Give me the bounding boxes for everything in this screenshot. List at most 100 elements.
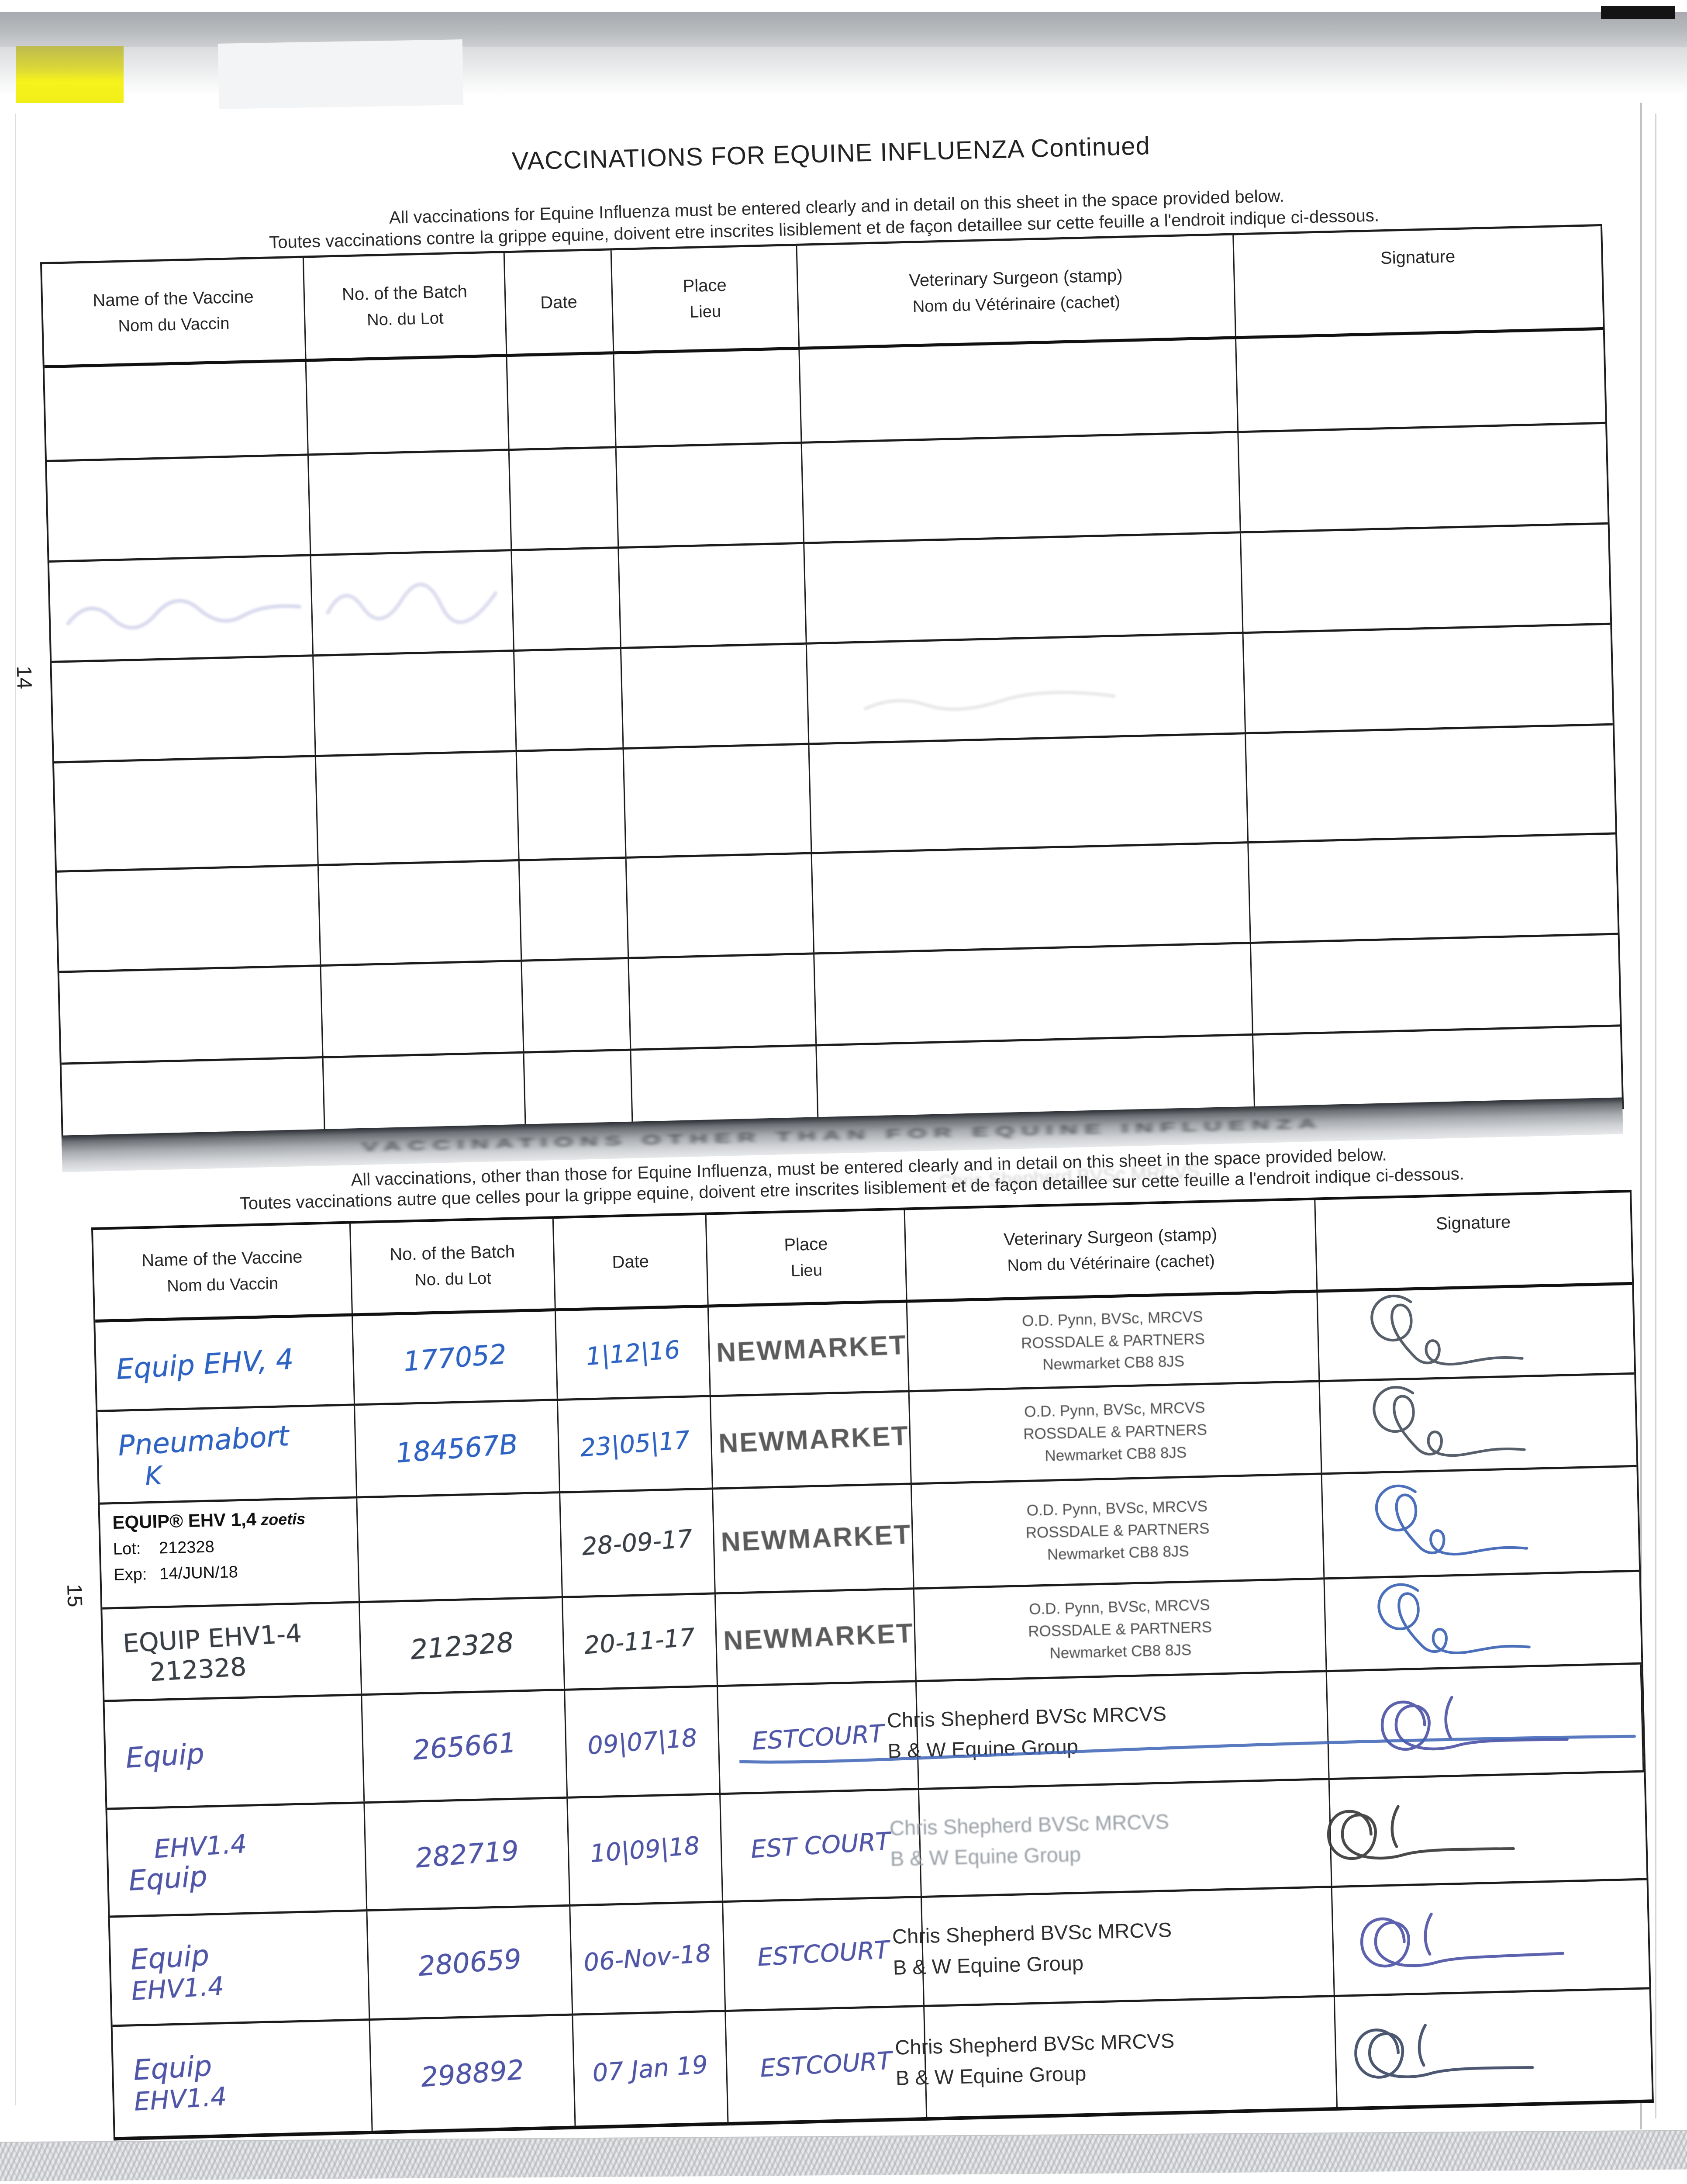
date-value: 09|07|18 bbox=[586, 1723, 698, 1760]
stamp-line: Newmarket CB8 8JS bbox=[1047, 1542, 1190, 1563]
empty-cell bbox=[323, 1053, 526, 1137]
col-header-date: Date bbox=[504, 250, 614, 354]
place-stamp: NEWMARKET bbox=[718, 1420, 910, 1459]
batch-cell: 177052 bbox=[353, 1311, 558, 1404]
empty-cell bbox=[321, 961, 524, 1056]
batch-number: 282719 bbox=[414, 1834, 520, 1874]
vet-stamp: O.D. Pynn, BVSc, MRCVS ROSSDALE & PARTNE… bbox=[912, 1475, 1323, 1587]
signature-scribble bbox=[1380, 1695, 1569, 1751]
vaccination-record-row: Equip EHV1.4 280659 06-Nov-18 ESTCOURT C… bbox=[110, 1880, 1649, 2027]
header-en: Place bbox=[683, 275, 727, 296]
header-en: Date bbox=[611, 1251, 649, 1272]
vaccine-name-cell: EHV1.4 Equip bbox=[107, 1804, 368, 1916]
empty-cell bbox=[314, 651, 517, 755]
empty-cell bbox=[802, 433, 1241, 542]
page-number-14: 14 bbox=[12, 665, 36, 690]
empty-row bbox=[52, 625, 1613, 764]
empty-cell bbox=[809, 734, 1249, 852]
header-fr: Lieu bbox=[790, 1261, 823, 1280]
batch-cell bbox=[357, 1493, 563, 1601]
empty-cell bbox=[524, 1051, 633, 1132]
empty-cell bbox=[44, 362, 309, 460]
place-cell: NEWMARKET bbox=[715, 1590, 917, 1685]
lot-value: 212328 bbox=[159, 1538, 215, 1558]
empty-cell bbox=[59, 967, 324, 1063]
vaccine-name-cell: EQUIP EHV1-4 212328 bbox=[102, 1603, 362, 1700]
empty-cell bbox=[308, 451, 512, 554]
empty-cell bbox=[624, 745, 812, 857]
signature-cell bbox=[1318, 1285, 1634, 1380]
empty-cell bbox=[52, 657, 316, 761]
stamp-line: Newmarket CB8 8JS bbox=[1044, 1444, 1187, 1465]
empty-row bbox=[49, 524, 1611, 663]
header-en: Place bbox=[783, 1234, 828, 1255]
empty-cell bbox=[1244, 625, 1613, 732]
batch-number: 177052 bbox=[402, 1337, 508, 1378]
lot-label: Lot: bbox=[113, 1539, 141, 1559]
sticker-brand: zoetis bbox=[260, 1510, 306, 1529]
vet-stamp: O.D. Pynn, BVSc, MRCVS ROSSDALE & PARTNE… bbox=[907, 1293, 1319, 1390]
col-header-signature: Signature bbox=[1315, 1192, 1632, 1290]
batch-cell: 265661 bbox=[362, 1690, 568, 1802]
empty-cell bbox=[519, 858, 629, 960]
paper-edge-line bbox=[1655, 114, 1656, 2118]
place-cell: NEWMARKET bbox=[713, 1485, 914, 1593]
vaccination-record-row: Pneumabort K 184567B 23|05|17 NEWMARKET … bbox=[97, 1374, 1637, 1505]
empty-cell bbox=[812, 843, 1251, 953]
vet-stamp: Chris Shepherd BVSc MRCVS B & W Equine G… bbox=[894, 1997, 1336, 2118]
col-header-vet: Veterinary Surgeon (stamp) Nom du Vétéri… bbox=[797, 235, 1236, 347]
ink-bleed-through bbox=[66, 599, 301, 630]
signature-scribble bbox=[1373, 1386, 1526, 1457]
empty-cell bbox=[807, 634, 1246, 743]
header-fr: No. du Lot bbox=[366, 309, 444, 330]
vet-stamp-cell: Chris Shepherd BVSc MRCVS B & W Equine G… bbox=[889, 1780, 1332, 1896]
batch-cell: 212328 bbox=[360, 1598, 566, 1694]
empty-cell bbox=[517, 749, 627, 859]
signature-cell bbox=[1332, 1880, 1649, 1995]
signature-cell bbox=[1327, 1664, 1644, 1778]
date-cell: 10|09|18 bbox=[568, 1795, 724, 1904]
batch-cell: 282719 bbox=[365, 1798, 571, 1910]
vet-stamp-cell: Chris Shepherd BVSc MRCVS B & W Equine G… bbox=[895, 1997, 1338, 2117]
vet-stamp: O.D. Pynn, BVSc, MRCVS ROSSDALE & PARTNE… bbox=[914, 1579, 1326, 1680]
vaccination-record-row: Equip 265661 09|07|18 ESTCOURT Chris She… bbox=[104, 1664, 1644, 1810]
exp-value: 14/JUN/18 bbox=[159, 1563, 238, 1583]
vaccine-name-cell: Pneumabort K bbox=[97, 1406, 358, 1503]
header-en: No. of the Batch bbox=[389, 1242, 515, 1265]
empty-cell bbox=[306, 357, 510, 454]
header-fr: Nom du Vaccin bbox=[118, 314, 230, 335]
vaccination-record-row: EQUIP EHV1-4 212328 212328 20-11-17 NEWM… bbox=[102, 1572, 1642, 1702]
date-value: 06-Nov-18 bbox=[583, 1939, 712, 1977]
col-header-date: Date bbox=[553, 1215, 709, 1309]
vet-stamp-cell: Chris Shepherd BVSc MRCVS B & W Equine G… bbox=[892, 1888, 1335, 2005]
header-en: Signature bbox=[1380, 247, 1456, 268]
col-header-signature: Signature bbox=[1234, 226, 1603, 336]
header-fr: Lieu bbox=[689, 302, 721, 322]
date-value: 20-11-17 bbox=[583, 1623, 697, 1660]
signature-scribble bbox=[1370, 1295, 1524, 1366]
vet-stamp-cell: Chris Shepherd BVSc MRCVS B & W Equine G… bbox=[887, 1672, 1330, 1788]
date-cell: 20-11-17 bbox=[563, 1594, 718, 1689]
vaccine-name-cell: Equip EHV1.4 bbox=[110, 1911, 370, 2025]
signature-cell bbox=[1325, 1572, 1641, 1670]
vaccination-record-row: Equip EHV, 4 177052 1|12|16 NEWMARKET O.… bbox=[95, 1285, 1635, 1412]
vet-stamp-cell: O.D. Pynn, BVSc, MRCVS ROSSDALE & PARTNE… bbox=[907, 1292, 1320, 1390]
empty-cell bbox=[619, 544, 807, 647]
date-value: 23|05|17 bbox=[579, 1426, 691, 1463]
empty-cell bbox=[1251, 935, 1620, 1033]
vaccine-name-cell: Equip EHV1.4 bbox=[112, 2021, 373, 2137]
vet-stamp-cell: O.D. Pynn, BVSc, MRCVS ROSSDALE & PARTNE… bbox=[911, 1475, 1325, 1588]
col-header-batch: No. of the Batch No. du Lot bbox=[350, 1219, 556, 1313]
signature-scribble bbox=[1354, 2023, 1534, 2079]
header-en: Signature bbox=[1435, 1212, 1511, 1234]
yellow-highlight-tab bbox=[16, 46, 124, 103]
place-cell: NEWMARKET bbox=[708, 1303, 910, 1395]
empty-cell bbox=[1249, 835, 1618, 942]
vet-stamp: Chris Shepherd BVSc MRCVS B & W Equine G… bbox=[886, 1672, 1328, 1789]
ink-bleed-through bbox=[863, 691, 1116, 711]
date-cell: 07 Jan 19 bbox=[573, 2012, 729, 2126]
empty-cell bbox=[316, 752, 520, 864]
date-value: 10|09|18 bbox=[589, 1831, 701, 1868]
signature-scribble bbox=[1327, 1805, 1515, 1860]
date-cell: 09|07|18 bbox=[565, 1687, 721, 1797]
